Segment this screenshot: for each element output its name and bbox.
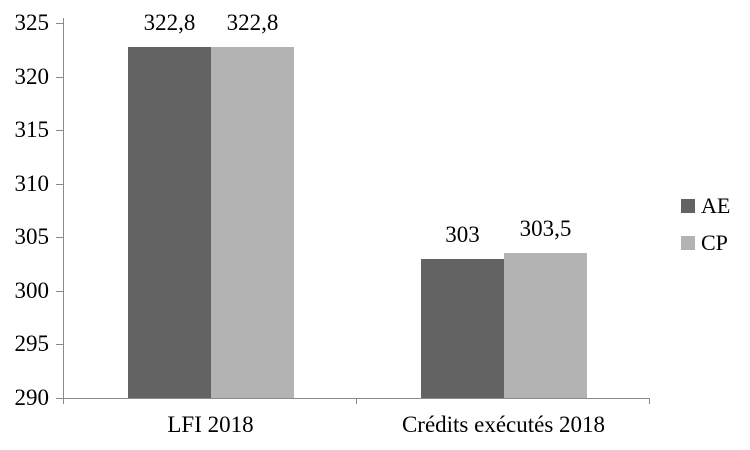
legend-swatch-ae (681, 199, 695, 213)
legend-label: CP (701, 230, 728, 255)
legend-label: AE (701, 193, 731, 218)
y-axis-tick (56, 291, 63, 292)
x-axis-tick (649, 398, 650, 404)
y-axis-tick-label: 325 (14, 10, 50, 35)
bar (211, 47, 294, 398)
bar (421, 259, 504, 398)
y-axis-tick-label: 315 (14, 117, 50, 142)
category-label: LFI 2018 (167, 412, 254, 437)
x-axis-tick (356, 398, 357, 404)
legend-swatch-cp (681, 236, 695, 250)
y-axis-tick-label: 300 (14, 278, 50, 303)
y-axis-tick-label: 290 (14, 385, 50, 410)
legend-item: CP (681, 232, 730, 254)
y-axis-tick (56, 130, 63, 131)
category-label: Crédits exécutés 2018 (401, 412, 606, 437)
y-axis-tick-label: 295 (14, 331, 50, 356)
bar (128, 47, 211, 398)
y-axis-tick (56, 237, 63, 238)
legend: AE CP (681, 195, 730, 269)
y-axis-tick (56, 184, 63, 185)
legend-item: AE (681, 195, 730, 217)
y-axis-tick (56, 23, 63, 24)
bar-value-label: 303,5 (519, 216, 572, 241)
x-axis-tick (63, 398, 64, 404)
y-axis-tick-label: 320 (14, 64, 50, 89)
y-axis-tick (56, 344, 63, 345)
bar (504, 253, 587, 398)
y-axis-tick (56, 398, 63, 399)
bar-value-label: 322,8 (226, 10, 279, 35)
y-axis-tick-label: 310 (14, 171, 50, 196)
bar-value-label: 303 (445, 222, 480, 247)
bar-value-label: 322,8 (143, 10, 196, 35)
y-axis-line (63, 18, 64, 404)
y-axis-tick-label: 305 (14, 224, 50, 249)
y-axis-tick (56, 77, 63, 78)
